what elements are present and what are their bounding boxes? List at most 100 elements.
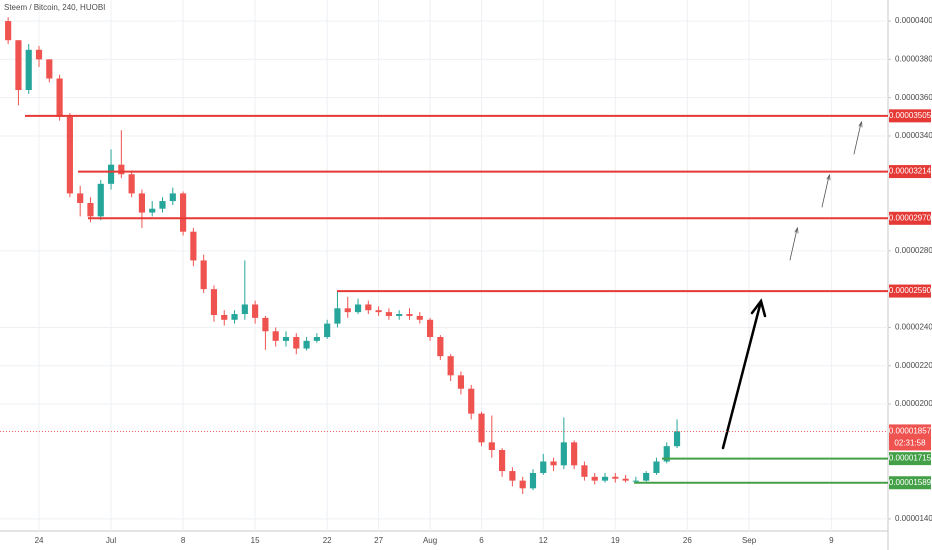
level-label: 0.00002590 [889, 286, 932, 295]
candle-body [231, 314, 238, 320]
candle-body [241, 304, 248, 315]
small-arrow [853, 122, 862, 155]
candle-body [560, 442, 567, 466]
candle-body [416, 315, 423, 320]
x-tick-label: 15 [251, 536, 260, 545]
level-label: 0.00002970 [889, 213, 932, 222]
candle-body [406, 314, 413, 316]
x-tick-label: 8 [181, 536, 186, 545]
candle-body [519, 480, 526, 489]
candle-body [262, 317, 269, 332]
candle-body [632, 480, 639, 482]
countdown: 02:31:58 [894, 439, 926, 448]
x-tick-label: 9 [829, 536, 834, 545]
level-label-box [889, 109, 931, 123]
level-label-box [889, 476, 931, 490]
candle-body [252, 304, 259, 318]
candle-body [128, 174, 135, 194]
candle-body [118, 164, 125, 175]
small-arrow-head [826, 173, 831, 181]
level-label-box [889, 284, 931, 298]
chart-title: Steem / Bitcoin, 240, HUOBI [4, 3, 105, 12]
y-tick-label: 0.00001400 [895, 514, 932, 523]
candle-body [149, 208, 156, 213]
candle-body [87, 202, 94, 217]
level-label-box [889, 452, 931, 466]
candle-body [15, 40, 22, 90]
plot [0, 0, 888, 531]
candle-body [221, 315, 228, 320]
candle-body [622, 478, 629, 481]
candle-body [653, 461, 660, 473]
candle-body [303, 340, 310, 349]
candle-body [663, 446, 670, 462]
x-tick-label: 12 [539, 536, 548, 545]
candle-body [107, 164, 115, 184]
candle-body [56, 78, 63, 117]
candle-body [581, 465, 588, 477]
candle-body [385, 312, 392, 316]
candle-body [457, 375, 465, 389]
candle-body [396, 314, 403, 316]
candle-body [375, 310, 382, 313]
level-label: 0.00003505 [889, 111, 932, 120]
candle-body [612, 476, 619, 479]
small-arrow-head [858, 120, 863, 128]
candle-body [334, 308, 341, 324]
candle-body [447, 356, 454, 376]
candle-body [591, 476, 598, 481]
candle-body [499, 450, 506, 472]
x-tick-label: 19 [611, 536, 620, 545]
x-tick-label: 6 [479, 536, 484, 545]
x-tick-label: Jul [106, 536, 116, 545]
small-arrow-head [794, 226, 799, 234]
candle-body [5, 21, 12, 41]
candle-body [478, 413, 485, 443]
candle-body [509, 471, 516, 481]
candle-body [138, 193, 146, 213]
x-tick-label: 24 [35, 536, 44, 545]
big-arrow-head [750, 298, 767, 318]
level-label: 0.00001589 [889, 478, 932, 487]
candle-body [159, 201, 166, 209]
candle-body [354, 304, 362, 313]
candle-body [529, 472, 537, 489]
candle-body [324, 323, 331, 338]
candle-body [673, 431, 681, 447]
x-tick-label: Sep [742, 536, 757, 545]
candle-body [200, 260, 207, 290]
candle-body [488, 442, 495, 450]
candle-body [365, 304, 372, 311]
small-arrow [789, 228, 798, 261]
candle-body [540, 461, 547, 473]
candle-body [468, 388, 475, 414]
candle-body [282, 337, 290, 341]
candle-body [601, 476, 609, 481]
candle-body [190, 231, 197, 261]
level-label: 0.00001715 [889, 454, 932, 463]
candle-body [426, 319, 434, 338]
candle-body [313, 337, 320, 341]
candle-body [272, 331, 279, 341]
level-label-box [889, 211, 931, 225]
candle-body [169, 193, 176, 202]
x-tick-label: Aug [423, 536, 437, 545]
small-arrow [821, 175, 830, 208]
last-price-box [889, 424, 931, 451]
candle-body [35, 49, 43, 60]
level-label: 0.00003214 [889, 167, 932, 176]
candle-body [210, 289, 218, 315]
x-tick-label: 22 [323, 536, 332, 545]
level-label-box [889, 165, 931, 179]
big-arrow [721, 303, 762, 450]
candle-body [643, 472, 650, 481]
